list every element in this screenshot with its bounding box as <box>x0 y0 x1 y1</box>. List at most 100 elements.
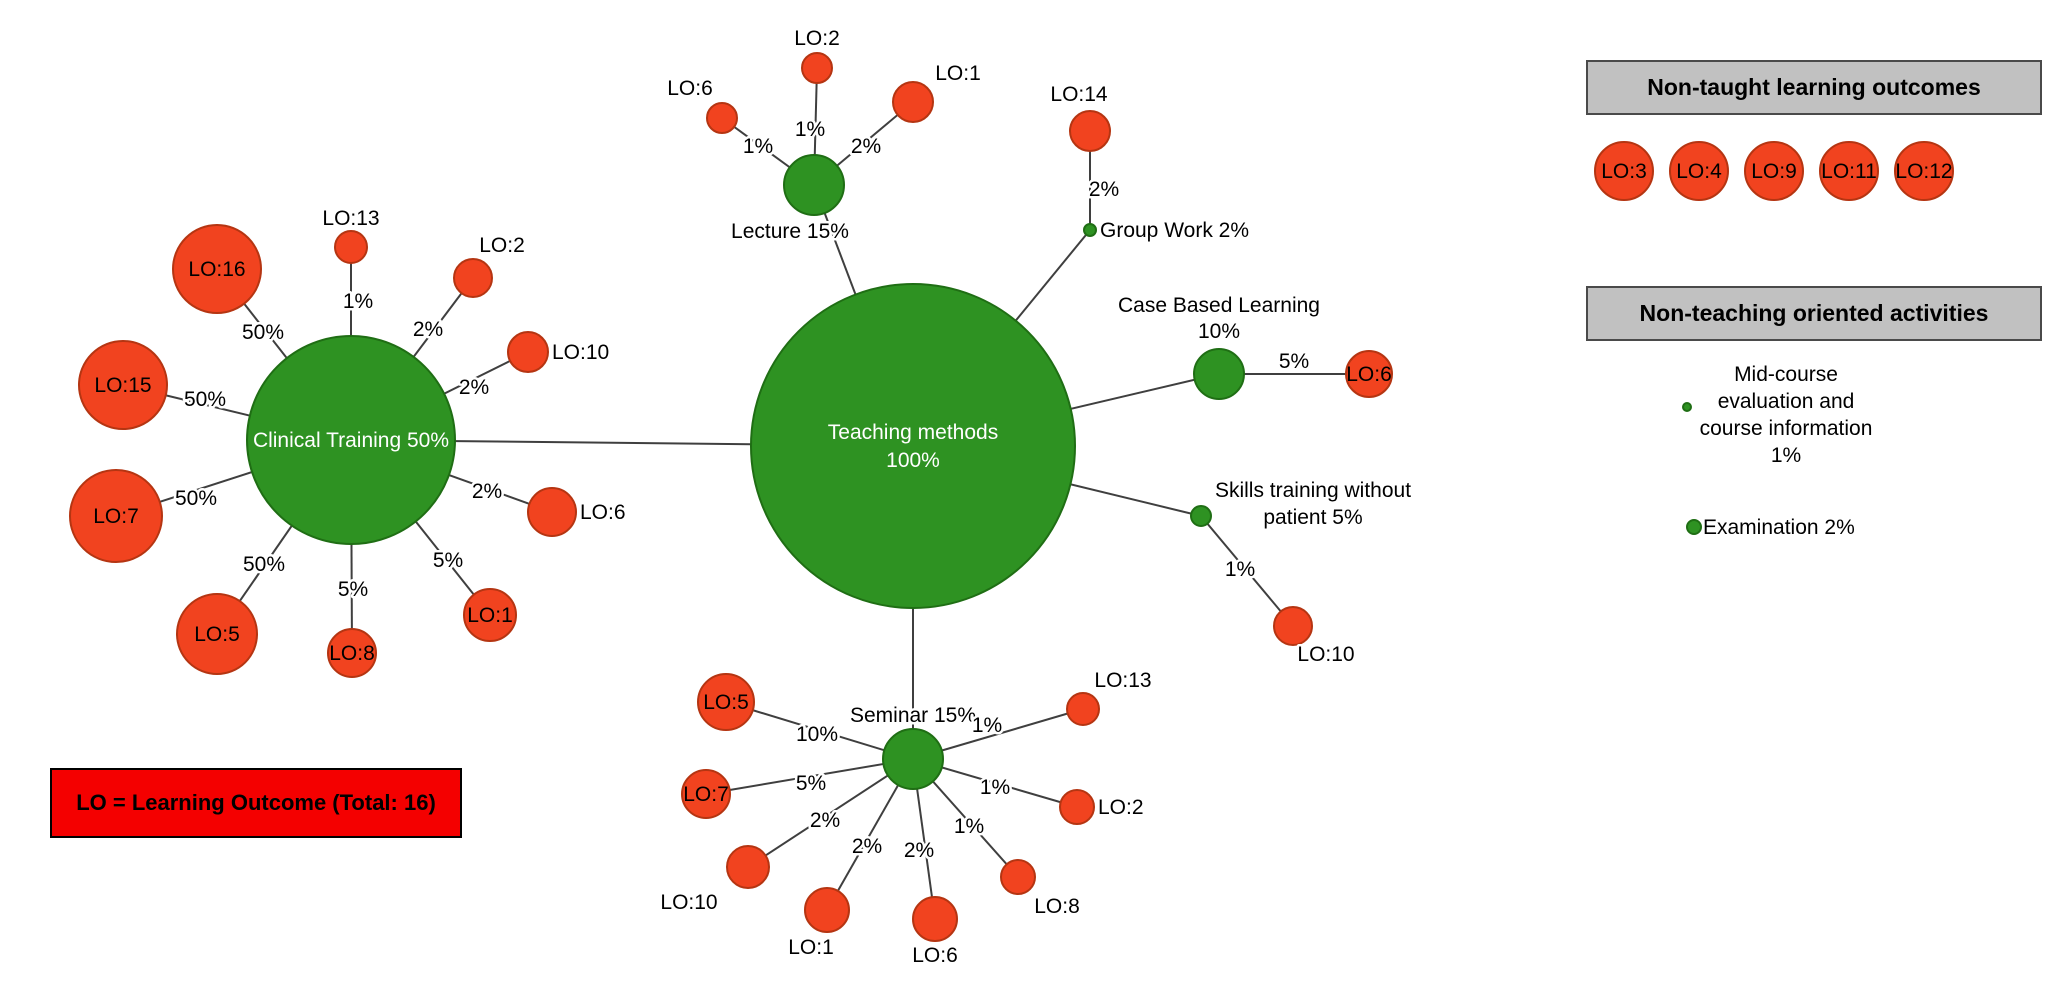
node-label-ct-lo8: LO:8 <box>329 642 375 665</box>
node-label-sem-lo2: LO:2 <box>1098 796 1144 819</box>
node-circle-ct-lo7 <box>69 469 163 563</box>
edge-label-22: 1% <box>980 776 1010 799</box>
edge-skills-skl-lo10 <box>1200 515 1294 627</box>
edge-label-10: 1% <box>743 135 773 158</box>
node-label-ct-lo7: LO:7 <box>93 505 139 528</box>
node-label-skills: patient 5% <box>1263 506 1362 529</box>
legend-header-non-taught: Non-taught learning outcomes <box>1586 60 2042 115</box>
node-circle-ct-lo2 <box>453 258 493 298</box>
node-label-sem-lo7: LO:7 <box>683 783 729 806</box>
edge-label-1: 1% <box>343 290 373 313</box>
node-circle-ct-lo6 <box>527 487 577 537</box>
node-label-lecture: Lecture 15% <box>731 220 849 243</box>
node-circle-lec-lo1 <box>892 81 934 123</box>
edge-label-14: 5% <box>1279 350 1309 373</box>
node-label-midcourse-dot: evaluation and <box>1718 390 1855 413</box>
node-circle-nt-lo4 <box>1669 141 1729 201</box>
node-label-skl-lo10: LO:10 <box>1297 643 1354 666</box>
edge-label-21: 1% <box>954 815 984 838</box>
edge-label-5: 50% <box>175 487 217 510</box>
node-label-cbl-lo6: LO:6 <box>1346 363 1392 386</box>
node-label-ct-lo2: LO:2 <box>479 234 525 257</box>
node-circle-lec-lo6 <box>706 102 738 134</box>
node-circle-cbl-lo6 <box>1345 350 1393 398</box>
edge-label-13: 2% <box>1089 178 1119 201</box>
node-circle-lecture <box>783 154 845 216</box>
node-circle-ct-lo15 <box>78 340 168 430</box>
node-circle-cbl <box>1193 348 1245 400</box>
legend-header-non-teaching-label: Non-teaching oriented activities <box>1639 300 1989 326</box>
node-label-skills: Skills training without <box>1215 479 1411 502</box>
node-label-ct-lo10: LO:10 <box>552 341 609 364</box>
node-label-lec-lo2: LO:2 <box>794 27 840 50</box>
node-label-midcourse-dot: Mid-course <box>1734 363 1838 386</box>
node-label-teaching: Teaching methods <box>828 421 998 444</box>
node-label-ct-lo6: LO:6 <box>580 501 626 524</box>
node-label-gw-lo14: LO:14 <box>1050 83 1108 106</box>
node-circle-ct-lo16 <box>172 224 262 314</box>
node-label-ct-lo15: LO:15 <box>94 374 151 397</box>
node-label-cbl: 10% <box>1198 320 1240 343</box>
node-label-sem-lo8: LO:8 <box>1034 895 1080 918</box>
node-label-groupwork: Group Work 2% <box>1100 219 1249 242</box>
node-label-teaching: 100% <box>886 449 940 472</box>
node-label-midcourse-dot: course information <box>1700 417 1873 440</box>
legend-header-non-teaching: Non-teaching oriented activities <box>1586 286 2042 341</box>
node-label-lec-lo6: LO:6 <box>667 77 713 100</box>
node-circle-sem-lo2 <box>1059 789 1095 825</box>
node-label-sem-lo6: LO:6 <box>912 944 958 967</box>
node-label-nt-lo4: LO:4 <box>1676 160 1722 183</box>
node-circle-gw-lo14 <box>1069 110 1111 152</box>
node-label-nt-lo12: LO:12 <box>1895 160 1952 183</box>
node-label-sem-lo5: LO:5 <box>703 691 749 714</box>
node-circle-sem-lo6 <box>912 896 958 942</box>
node-circle-ct-lo5 <box>176 593 258 675</box>
node-label-cbl: Case Based Learning <box>1118 294 1320 317</box>
node-label-nt-lo11: LO:11 <box>1821 160 1877 183</box>
node-circle-nt-lo3 <box>1594 141 1654 201</box>
edge-seminar-sem-lo7 <box>705 758 914 795</box>
legend-note-box: LO = Learning Outcome (Total: 16) <box>50 768 462 838</box>
node-circle-midcourse-dot <box>1682 402 1692 412</box>
node-circle-ct-lo13 <box>334 230 368 264</box>
node-circle-exam-dot <box>1686 519 1702 535</box>
edge-seminar-sem-lo5 <box>725 701 914 760</box>
edge-label-12: 2% <box>851 135 881 158</box>
node-circle-seminar <box>882 728 944 790</box>
legend-note-text: LO = Learning Outcome (Total: 16) <box>76 790 436 815</box>
node-circle-sem-lo5 <box>697 673 755 731</box>
node-circle-teaching <box>750 283 1076 609</box>
node-circle-ct-lo10 <box>507 331 549 373</box>
node-circle-ct-lo1 <box>463 588 517 642</box>
node-label-sem-lo13: LO:13 <box>1094 669 1151 692</box>
node-label-clinical: Clinical Training 50% <box>253 429 449 452</box>
edge-label-20: 2% <box>904 839 934 862</box>
node-circle-lec-lo2 <box>801 52 833 84</box>
legend-header-non-taught-label: Non-taught learning outcomes <box>1647 74 1981 100</box>
edge-label-11: 1% <box>795 118 825 141</box>
node-label-seminar: Seminar 15% <box>850 704 976 727</box>
node-label-lec-lo1: LO:1 <box>935 62 981 85</box>
node-label-exam-dot: Examination 2% <box>1703 516 1855 539</box>
node-circle-sem-lo13 <box>1066 692 1100 726</box>
node-label-ct-lo13: LO:13 <box>322 207 379 230</box>
node-circle-sem-lo8 <box>1000 859 1036 895</box>
edge-label-19: 2% <box>852 835 882 858</box>
node-circle-nt-lo9 <box>1744 141 1804 201</box>
node-circle-clinical <box>246 335 456 545</box>
edge-label-9: 5% <box>433 549 463 572</box>
node-label-nt-lo9: LO:9 <box>1751 160 1797 183</box>
edge-label-0: 50% <box>242 321 284 344</box>
node-circle-groupwork <box>1083 223 1097 237</box>
edge-seminar-sem-lo10 <box>747 758 914 868</box>
edge-label-8: 5% <box>338 578 368 601</box>
node-circle-ct-lo8 <box>327 628 377 678</box>
edge-label-6: 2% <box>472 480 502 503</box>
edge-label-15: 1% <box>1225 558 1255 581</box>
edge-label-7: 50% <box>243 553 285 576</box>
node-label-ct-lo5: LO:5 <box>194 623 240 646</box>
node-circle-skl-lo10 <box>1273 606 1313 646</box>
node-circle-sem-lo7 <box>681 769 731 819</box>
edge-label-16: 10% <box>796 723 838 746</box>
